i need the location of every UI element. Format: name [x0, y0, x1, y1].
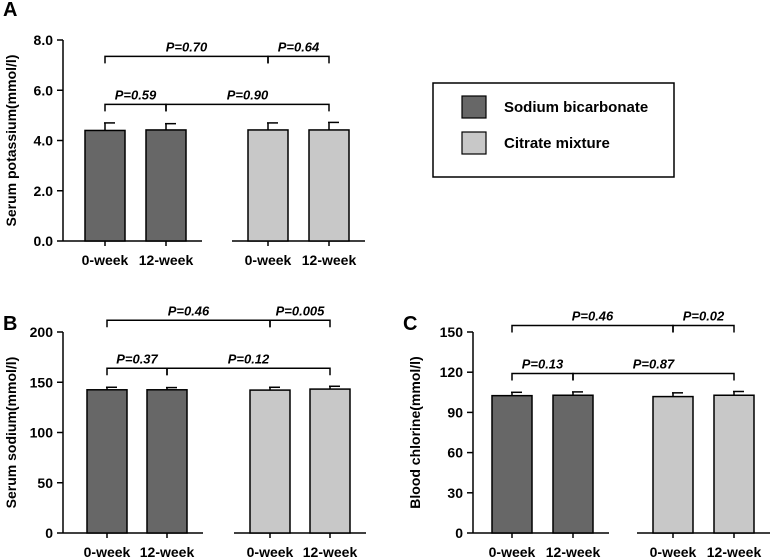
panel-c-chart: C Blood chlorine(mmol/l) 0 30 60 90 120 150 0-we… — [403, 308, 770, 560]
panel-c-significance-bracket — [511, 324, 674, 333]
panel-c-x-tick-label: 12-week — [707, 544, 762, 560]
panel-a-p-value-label: P=0.70 — [166, 39, 208, 54]
panel-b-y-axis-label: Serum sodium(mmol/l) — [3, 357, 19, 509]
panel-c-significance-bracket — [672, 324, 735, 333]
panel-b-x-tick-label: 12-week — [140, 544, 195, 560]
panel-b-bar — [86, 389, 128, 534]
panel-c-y-axis-label: Blood chlorine(mmol/l) — [407, 356, 423, 508]
panel-b-p-value-label: P=0.37 — [116, 351, 158, 366]
panel-c-y-tick-label: 120 — [440, 364, 464, 380]
panel-c-x-tick-label: 12-week — [546, 544, 601, 560]
panel-a-y-tick-label: 0.0 — [34, 233, 54, 249]
panel-b-bar — [309, 388, 351, 534]
panel-c-p-value-label: P=0.02 — [683, 308, 725, 323]
panel-b-y-tick-label: 100 — [30, 425, 54, 441]
panel-b-significance-bracket — [166, 367, 331, 376]
legend-swatch-sodium-bicarbonate — [461, 95, 487, 119]
panel-c-significance-bracket — [511, 372, 574, 381]
panel-b-significance-bracket — [106, 367, 168, 376]
panel-a-bar — [84, 129, 126, 242]
panel-b-p-value-label: P=0.46 — [168, 303, 210, 318]
panel-a-x-tick-label: 0-week — [245, 252, 292, 268]
panel-c-y-tick-label: 30 — [447, 485, 463, 501]
panel-b-p-value-label: P=0.12 — [228, 351, 270, 366]
panel-a-significance-bracket — [165, 103, 330, 112]
panel-b-significance-bracket — [106, 319, 271, 328]
panel-a-significance-bracket — [267, 55, 330, 64]
legend-swatch-citrate-mixture — [461, 131, 487, 155]
panel-b-x-tick-label: 0-week — [247, 544, 294, 560]
panel-c-bar — [652, 395, 694, 534]
panel-a-y-tick-label: 6.0 — [34, 82, 54, 98]
panel-b-x-tick-label: 12-week — [303, 544, 358, 560]
panel-c-y-tick-label: 0 — [455, 525, 463, 541]
panel-a-chart: A Serum potassium(mmol/l) 0.0 2.0 4.0 6.0 8.0 0… — [3, 0, 365, 268]
panel-c-significance-bracket — [572, 372, 735, 381]
legend: Sodium bicarbonate Citrate mixture — [432, 82, 675, 178]
panel-a-x-tick-label: 12-week — [302, 252, 357, 268]
panel-c-x-tick-label: 0-week — [489, 544, 536, 560]
panel-c-bar — [713, 394, 755, 534]
panel-a-bar — [308, 129, 350, 242]
panel-b-x-tick-label: 0-week — [84, 544, 131, 560]
legend-label-sodium-bicarbonate: Sodium bicarbonate — [504, 99, 648, 116]
panel-a-p-value-label: P=0.59 — [115, 87, 157, 102]
panel-b-chart: B Serum sodium(mmol/l) 0 50 100 150 200 0-week 1… — [3, 303, 366, 560]
panel-a-x-tick-label: 12-week — [139, 252, 194, 268]
panel-b-y-tick-label: 200 — [30, 324, 54, 340]
panel-a-bar — [247, 129, 289, 242]
panel-c-letter: C — [403, 313, 417, 335]
panel-b-y-tick-label: 0 — [45, 525, 53, 541]
panel-b-y-tick-label: 150 — [30, 374, 54, 390]
legend-label-citrate-mixture: Citrate mixture — [504, 135, 610, 152]
panel-a-p-value-label: P=0.64 — [278, 39, 320, 54]
panel-b-bar — [146, 389, 188, 534]
panel-a-significance-bracket — [104, 55, 269, 64]
panel-c-bar — [491, 394, 533, 534]
panel-a-p-value-label: P=0.90 — [227, 87, 269, 102]
panel-a-y-tick-label: 8.0 — [34, 32, 54, 48]
panel-a-y-tick-label: 2.0 — [34, 183, 54, 199]
panel-a-bar — [145, 129, 187, 242]
panel-c-x-tick-label: 0-week — [650, 544, 697, 560]
panel-a-significance-bracket — [104, 103, 167, 112]
panel-b-y-tick-label: 50 — [37, 475, 53, 491]
panel-a-y-tick-label: 4.0 — [34, 133, 54, 149]
panel-a-y-axis-label: Serum potassium(mmol/l) — [3, 55, 19, 227]
panel-c-p-value-label: P=0.13 — [522, 356, 564, 371]
panel-a-letter: A — [3, 0, 17, 21]
panel-a-x-tick-label: 0-week — [82, 252, 129, 268]
panel-b-significance-bracket — [269, 319, 331, 328]
panel-c-bar — [552, 394, 594, 534]
panel-b-letter: B — [3, 313, 17, 335]
panel-c-y-tick-label: 60 — [447, 445, 463, 461]
panel-c-y-tick-label: 150 — [440, 324, 464, 340]
panel-c-p-value-label: P=0.46 — [572, 308, 614, 323]
panel-b-bar — [249, 389, 291, 534]
panel-b-p-value-label: P=0.005 — [276, 303, 326, 318]
panel-c-y-tick-label: 90 — [447, 404, 463, 420]
panel-c-p-value-label: P=0.87 — [633, 356, 675, 371]
